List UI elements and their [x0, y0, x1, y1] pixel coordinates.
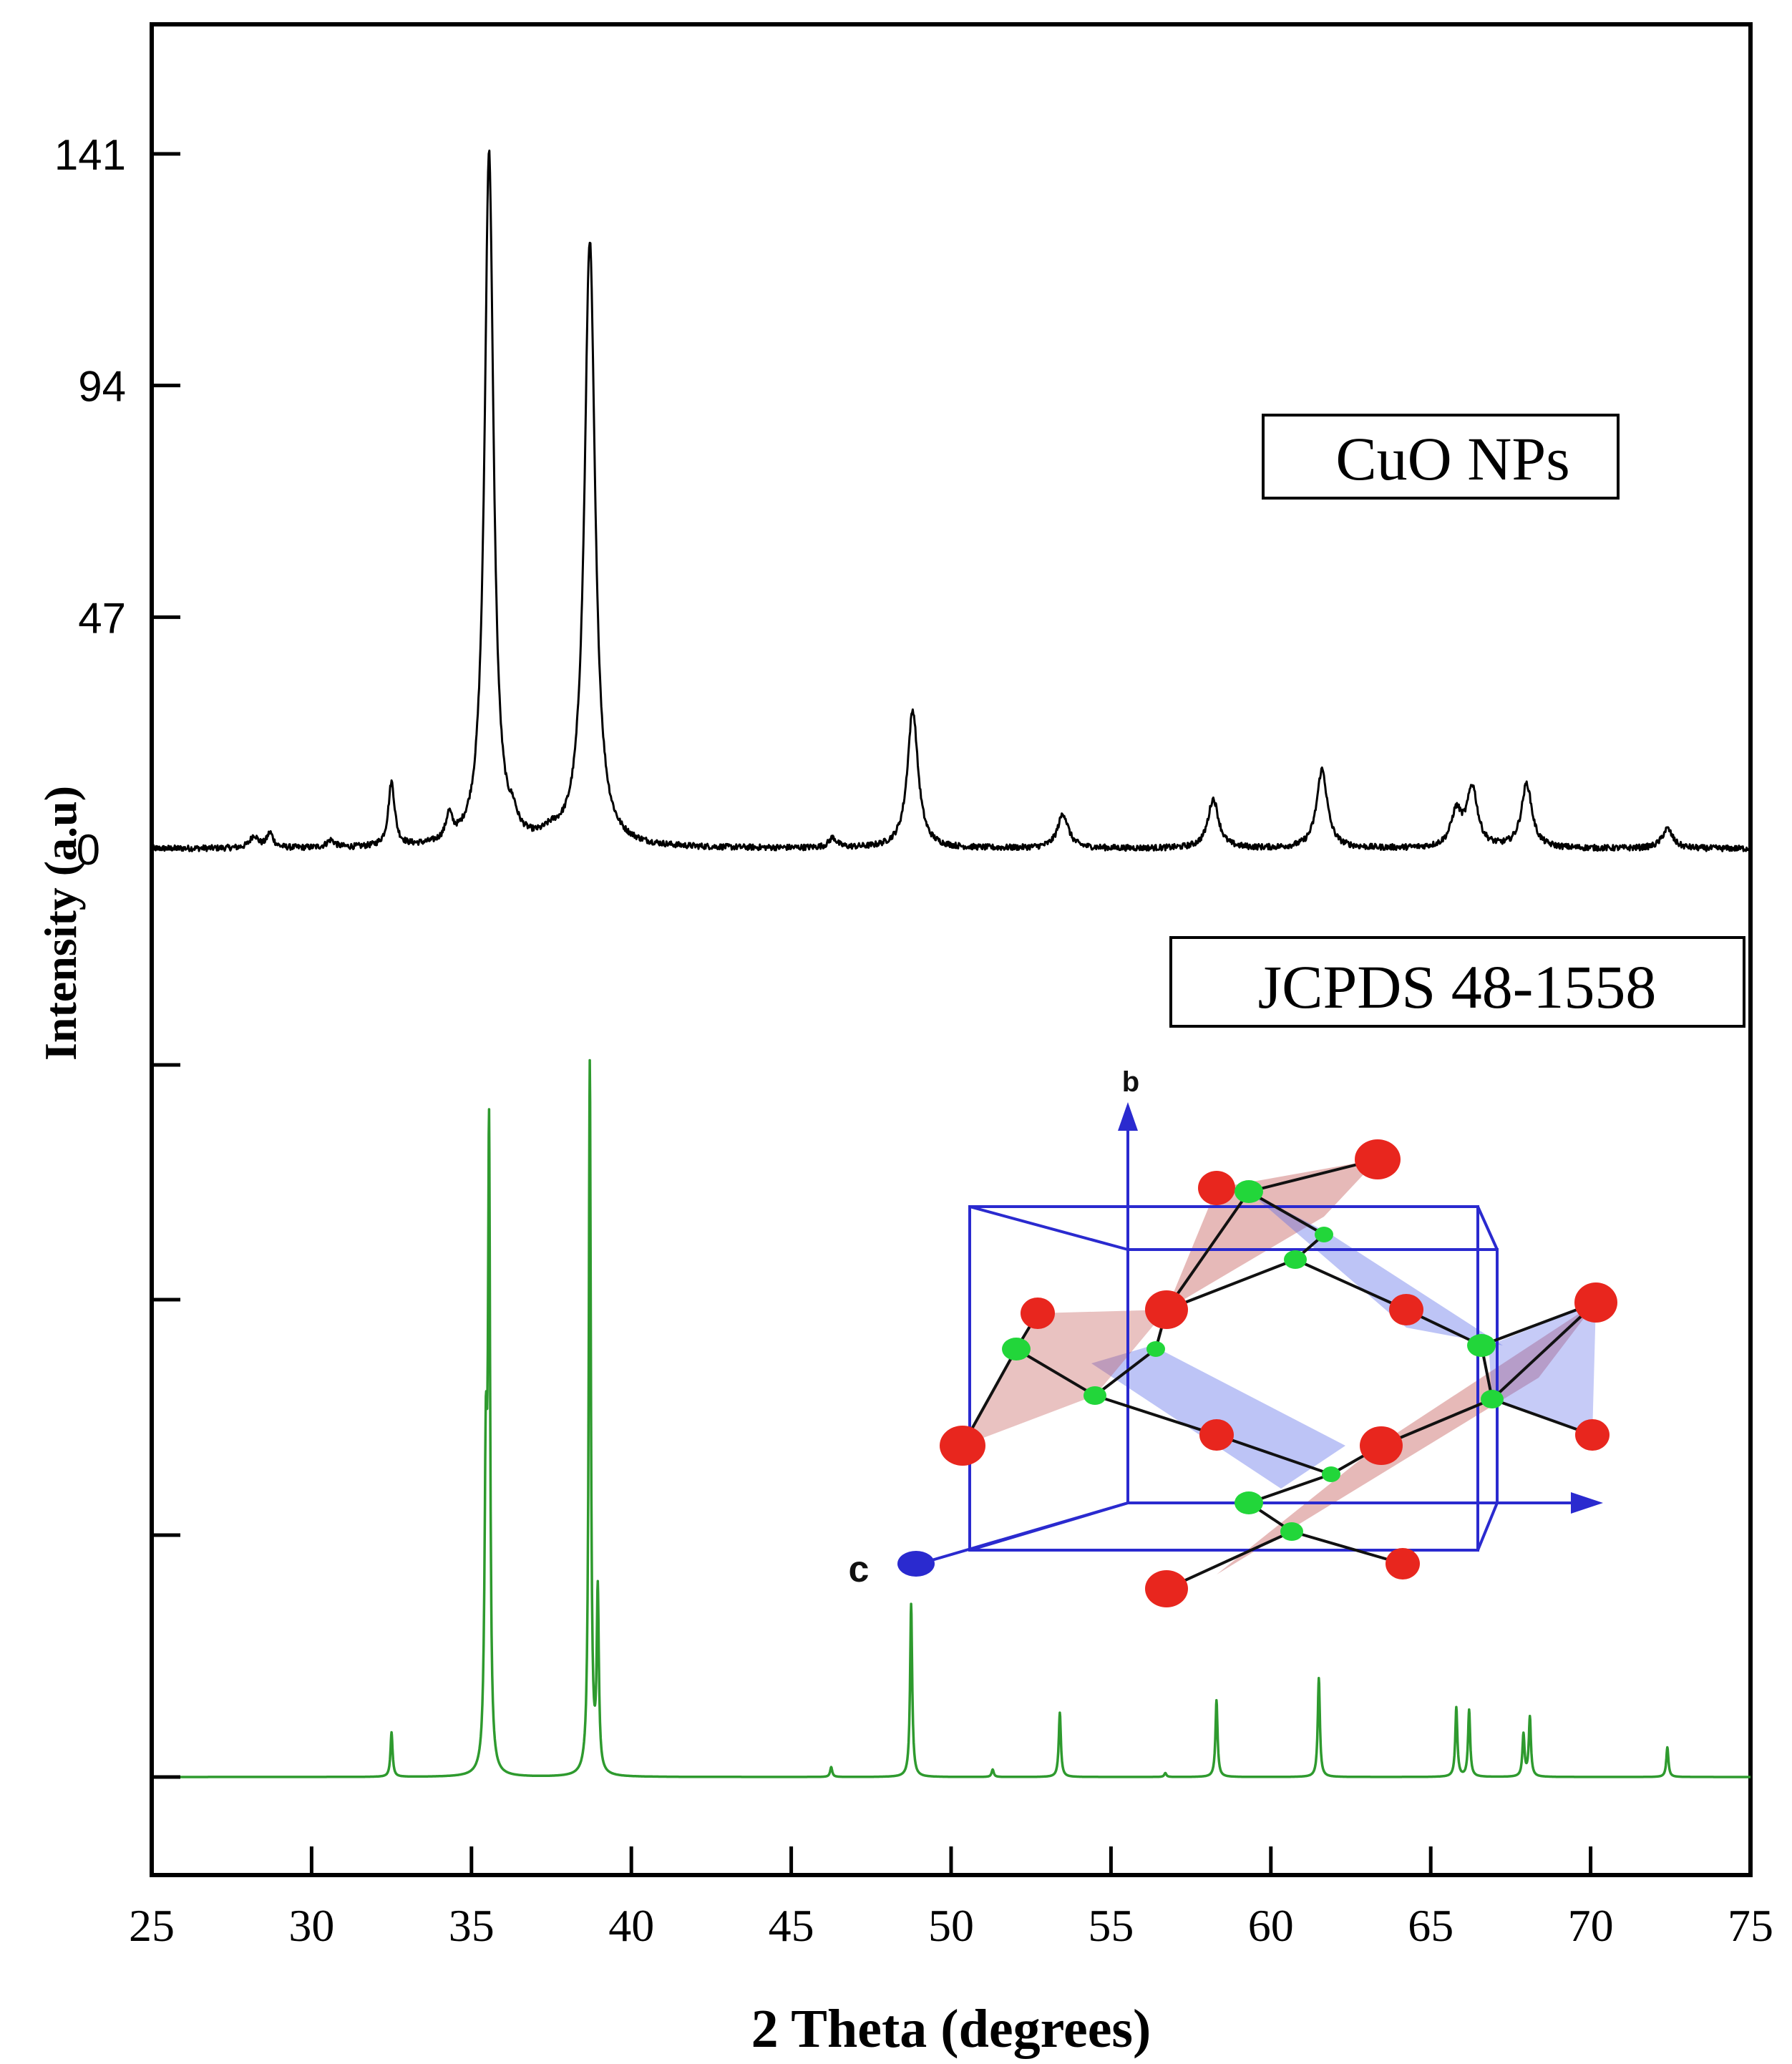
x-tick-label: 60 [1248, 1900, 1294, 1951]
legend-cuo-box [1262, 414, 1620, 500]
atom-cu [1467, 1334, 1496, 1357]
y-axis-title: Intensity (a.u) [35, 786, 86, 1061]
y-tick-label: 94 [78, 363, 126, 411]
red-plane-lower [1217, 1303, 1596, 1574]
atom-cu [1146, 1341, 1165, 1357]
atom-o [1199, 1419, 1234, 1451]
atom-o [1574, 1282, 1617, 1323]
atom-cu [1002, 1338, 1031, 1360]
atom-cu [1322, 1466, 1340, 1482]
axis-c-arrow [897, 1501, 1129, 1577]
legend-cuo-text: CuO NPs [1335, 424, 1569, 493]
x-tick-label: 30 [288, 1900, 334, 1951]
atom-cu [1284, 1250, 1307, 1269]
series-line-cuo-nps [150, 150, 1752, 852]
y-tick-label: 47 [78, 594, 126, 642]
x-tick-label: 75 [1728, 1900, 1773, 1951]
copper-atoms [1002, 1180, 1504, 1541]
x-tick-label: 25 [129, 1900, 175, 1951]
axis-b-label: b [1122, 1066, 1139, 1098]
blue-plane-lower [1091, 1345, 1345, 1489]
x-tick-label: 55 [1088, 1900, 1134, 1951]
blue-plane-upper [1249, 1192, 1503, 1345]
legend-cuo: CuO NPs [1262, 414, 1620, 500]
atom-cu [1280, 1522, 1303, 1541]
axis-c-label: c [849, 1549, 870, 1590]
x-tick-label: 35 [449, 1900, 495, 1951]
x-axis-title: 2 Theta (degrees) [751, 1999, 1151, 2059]
x-tick-label: 50 [928, 1900, 974, 1951]
x-tick-label: 70 [1568, 1900, 1614, 1951]
atom-cu [1481, 1390, 1504, 1408]
x-tick-label: 65 [1408, 1900, 1453, 1951]
x-tick-label: 40 [608, 1900, 654, 1951]
atom-o [1389, 1294, 1423, 1325]
y-axis-ticks: 0 47 94 141 [54, 131, 180, 1779]
atom-o [940, 1426, 985, 1466]
legend-jcpds-text: JCPDS 48-1558 [1258, 953, 1657, 1021]
x-axis-ticks: 25 30 35 40 45 50 55 60 65 70 75 [129, 1846, 1773, 1951]
atom-o [1360, 1426, 1403, 1465]
atom-o [1145, 1570, 1188, 1607]
legend-jcpds: JCPDS 48-1558 [1169, 936, 1745, 1028]
atom-o [1386, 1548, 1420, 1579]
atom-cu [1084, 1386, 1106, 1405]
atom-o [1021, 1298, 1055, 1329]
series-layer [150, 150, 1752, 1778]
y-tick-label: 141 [54, 131, 126, 179]
atom-o [1198, 1171, 1235, 1205]
axis-b-arrow [1118, 1102, 1138, 1503]
atom-o [1145, 1290, 1188, 1329]
blue-plane-right [1489, 1303, 1596, 1435]
axis-a-arrow [1128, 1492, 1603, 1514]
atom-o [1355, 1139, 1401, 1179]
y-tick-label: 0 [77, 826, 100, 874]
atom-cu [1235, 1491, 1263, 1514]
atom-cu [1315, 1227, 1333, 1242]
legend-jcpds-box [1169, 936, 1745, 1028]
atom-cu [1235, 1180, 1263, 1203]
x-tick-label: 45 [769, 1900, 814, 1951]
atom-o [1575, 1419, 1610, 1451]
oxygen-atoms [940, 1139, 1617, 1607]
crystal-structure-inset: b c [849, 1066, 1617, 1607]
series-line-jcpds-48-1558 [150, 1058, 1752, 1778]
